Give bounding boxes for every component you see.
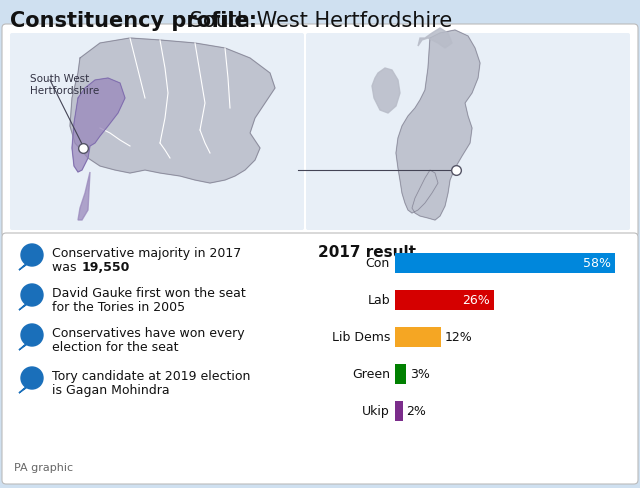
- Polygon shape: [19, 303, 30, 310]
- Polygon shape: [372, 69, 400, 114]
- FancyBboxPatch shape: [10, 34, 304, 230]
- Polygon shape: [78, 173, 90, 221]
- Polygon shape: [19, 385, 30, 393]
- Text: 2017 result: 2017 result: [318, 244, 416, 260]
- Text: South West Hertfordshire: South West Hertfordshire: [183, 11, 452, 31]
- FancyBboxPatch shape: [2, 234, 638, 484]
- Text: 26%: 26%: [462, 294, 490, 307]
- Circle shape: [21, 285, 43, 306]
- Text: Constituency profile:: Constituency profile:: [10, 11, 257, 31]
- Polygon shape: [396, 31, 480, 221]
- Text: South West
Hertfordshire: South West Hertfordshire: [30, 74, 99, 96]
- Polygon shape: [19, 263, 30, 270]
- Text: for the Tories in 2005: for the Tories in 2005: [52, 301, 185, 313]
- Polygon shape: [72, 79, 125, 173]
- Text: Lab: Lab: [367, 294, 390, 307]
- Circle shape: [21, 367, 43, 389]
- Text: Conservative majority in 2017: Conservative majority in 2017: [52, 246, 241, 260]
- Text: David Gauke first won the seat: David Gauke first won the seat: [52, 286, 246, 299]
- Text: Con: Con: [365, 257, 390, 270]
- Text: is Gagan Mohindra: is Gagan Mohindra: [52, 383, 170, 396]
- Bar: [395, 290, 493, 310]
- Text: 3%: 3%: [410, 368, 430, 381]
- Text: election for the seat: election for the seat: [52, 340, 179, 353]
- Text: Green: Green: [352, 368, 390, 381]
- Bar: [395, 253, 615, 273]
- Text: was: was: [52, 261, 81, 273]
- Polygon shape: [418, 29, 452, 49]
- Text: Ukip: Ukip: [362, 405, 390, 418]
- Polygon shape: [19, 342, 30, 350]
- Bar: [395, 401, 403, 421]
- Circle shape: [21, 325, 43, 346]
- Text: 19,550: 19,550: [82, 261, 131, 273]
- Text: 58%: 58%: [583, 257, 611, 270]
- Text: 12%: 12%: [445, 331, 472, 344]
- FancyBboxPatch shape: [306, 34, 630, 230]
- Bar: [395, 327, 440, 347]
- Bar: [395, 364, 406, 384]
- Text: 2%: 2%: [406, 405, 426, 418]
- Polygon shape: [70, 39, 275, 183]
- Text: Tory candidate at 2019 election: Tory candidate at 2019 election: [52, 369, 250, 382]
- Text: Conservatives have won every: Conservatives have won every: [52, 326, 244, 339]
- Text: Lib Dems: Lib Dems: [332, 331, 390, 344]
- Circle shape: [21, 244, 43, 266]
- Text: PA graphic: PA graphic: [14, 462, 73, 472]
- FancyBboxPatch shape: [2, 25, 638, 238]
